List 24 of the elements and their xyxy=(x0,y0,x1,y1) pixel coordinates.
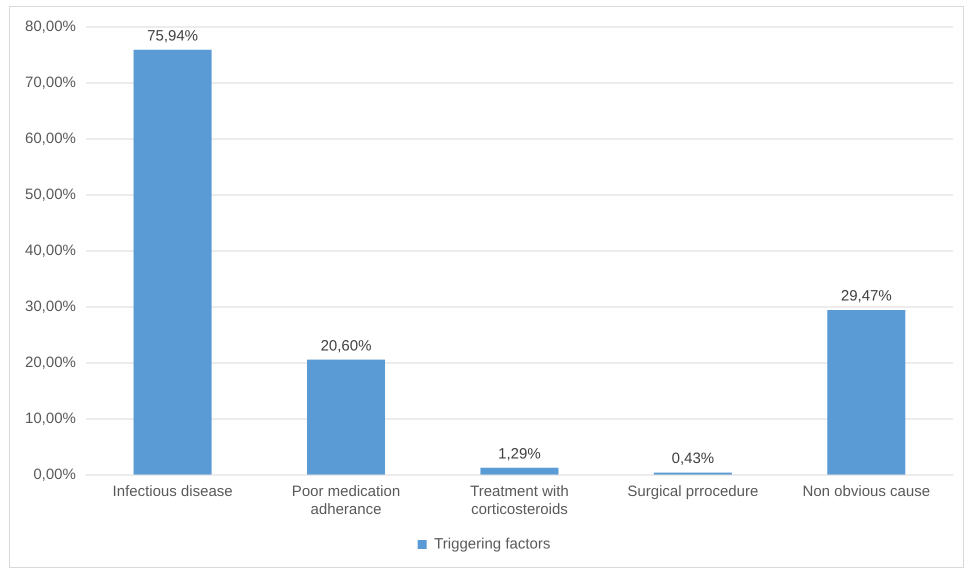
y-tick-label: 30,00% xyxy=(25,298,76,316)
y-tick-label: 20,00% xyxy=(25,354,76,372)
data-label: 0,43% xyxy=(672,450,714,468)
y-tick-label: 40,00% xyxy=(25,242,76,260)
y-tick-label: 60,00% xyxy=(25,130,76,148)
y-tick-label: 0,00% xyxy=(33,466,76,484)
data-label: 29,47% xyxy=(840,288,892,305)
y-tick-label: 80,00% xyxy=(25,18,76,36)
data-label: 20,60% xyxy=(320,337,372,354)
x-tick-label: Poor medication adherance xyxy=(292,483,400,518)
x-tick-label: Infectious disease xyxy=(112,483,233,500)
data-label: 1,29% xyxy=(498,445,541,462)
x-tick-label: Non obvious cause xyxy=(802,483,930,500)
bar xyxy=(134,50,212,474)
data-label: 75,94% xyxy=(147,27,198,44)
legend-label: Triggering factors xyxy=(434,536,550,553)
x-tick-label: Surgical prrocedure xyxy=(627,483,758,500)
y-tick-label: 10,00% xyxy=(25,410,76,428)
bar xyxy=(480,468,558,474)
y-tick-label: 50,00% xyxy=(25,186,76,204)
y-tick-label: 70,00% xyxy=(25,74,76,92)
bar xyxy=(306,360,386,474)
x-tick-label: Treatment with corticosteroids xyxy=(470,483,569,518)
bar xyxy=(827,310,906,474)
